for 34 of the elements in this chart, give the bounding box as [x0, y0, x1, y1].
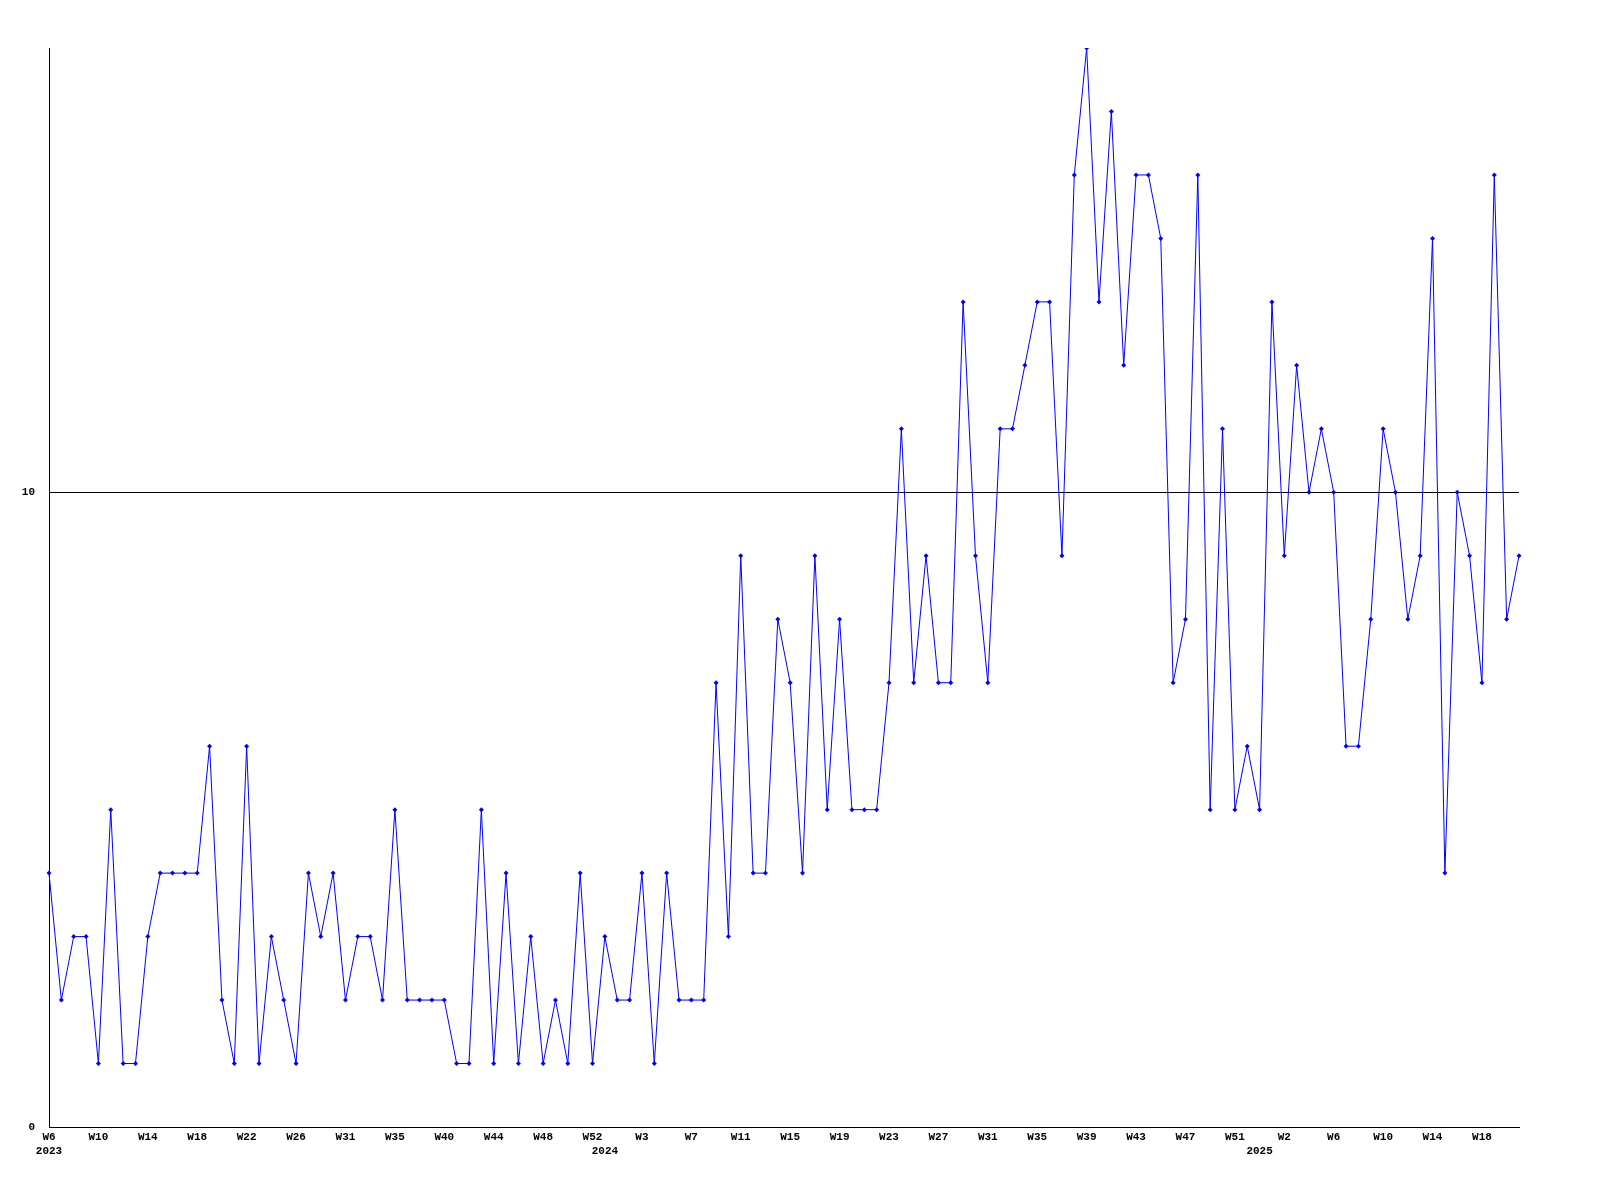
x-tick-label: W48 [533, 1131, 554, 1144]
x-tick-label: W52 [582, 1131, 603, 1144]
x-tick-label: W31 [335, 1131, 356, 1144]
x-tick-label: W14 [137, 1131, 159, 1144]
x-tick-label: W10 [1373, 1131, 1394, 1144]
x-tick-label: W31 [977, 1131, 999, 1144]
x-tick-label: W11 [730, 1131, 752, 1144]
x-tick-label: W3 [635, 1131, 649, 1144]
x-tick-label: W39 [1076, 1131, 1097, 1144]
x-tick-label: W35 [1027, 1131, 1048, 1144]
x-tick-label: W47 [1175, 1131, 1196, 1144]
x-tick-label: W40 [434, 1131, 455, 1144]
x-tick-label: W23 [879, 1131, 900, 1144]
x-tick-label: W51 [1224, 1131, 1246, 1144]
x-tick-label: W7 [684, 1131, 698, 1144]
x-tick-label: W35 [384, 1131, 406, 1144]
x-tick-label: 2024 [591, 1144, 619, 1157]
x-tick-label: W10 [88, 1131, 109, 1144]
x-tick-label: W18 [1472, 1131, 1493, 1144]
x-tick-label: W14 [1422, 1131, 1443, 1144]
y-tick-label: 10 [21, 486, 35, 499]
y-tick-label: 0 [28, 1120, 35, 1133]
x-tick-label: W18 [187, 1131, 208, 1144]
x-tick-label: W2 [1277, 1131, 1291, 1144]
x-tick-label: W6 [1327, 1131, 1341, 1144]
x-tick-label: W26 [286, 1131, 306, 1144]
x-tick-label: W19 [829, 1131, 850, 1144]
x-tick-label: W22 [236, 1131, 257, 1144]
x-tick-label: 2025 [1246, 1144, 1274, 1157]
x-tick-label: W27 [928, 1131, 949, 1144]
x-tick-label: W6 2023 [35, 1131, 63, 1157]
x-tick-label: W44 [483, 1131, 504, 1144]
x-tick-label: W43 [1126, 1131, 1147, 1144]
x-tick-label: W15 [780, 1131, 801, 1144]
